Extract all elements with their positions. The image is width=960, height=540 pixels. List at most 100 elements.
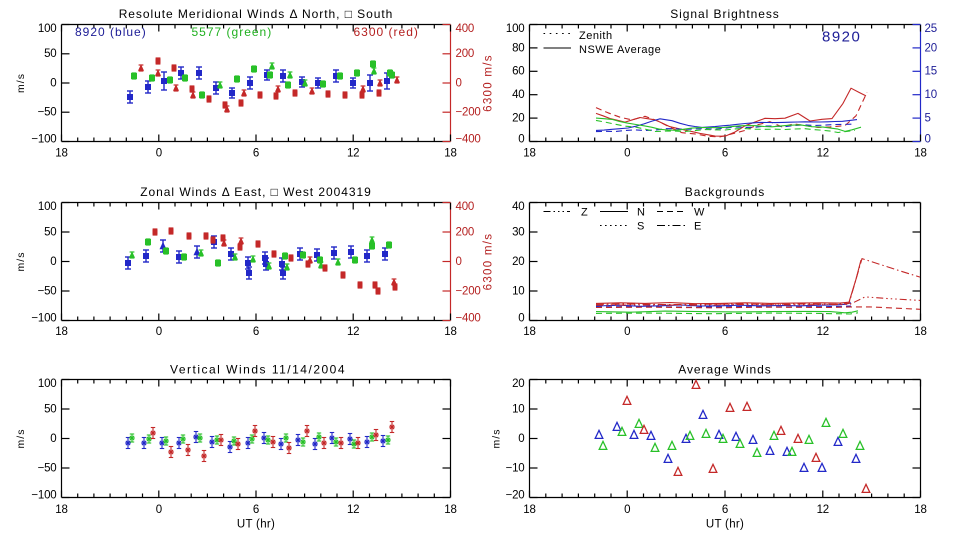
svg-text:6300 m/s: 6300 m/s bbox=[483, 233, 495, 291]
svg-text:80: 80 bbox=[512, 42, 524, 54]
svg-text:0: 0 bbox=[50, 433, 56, 445]
svg-text:8920: 8920 bbox=[822, 29, 861, 46]
svg-text:40: 40 bbox=[512, 89, 524, 101]
svg-text:18: 18 bbox=[444, 326, 456, 338]
svg-text:400: 400 bbox=[456, 201, 475, 213]
svg-text:12: 12 bbox=[347, 148, 359, 160]
svg-text:0: 0 bbox=[518, 134, 524, 146]
svg-text:6300 m/s: 6300 m/s bbox=[483, 54, 495, 112]
svg-text:S: S bbox=[637, 221, 644, 233]
svg-text:5: 5 bbox=[925, 113, 931, 125]
svg-text:6: 6 bbox=[722, 148, 728, 160]
svg-text:10: 10 bbox=[925, 89, 937, 101]
svg-text:0: 0 bbox=[624, 504, 630, 516]
svg-text:12: 12 bbox=[347, 326, 359, 338]
svg-text:Z: Z bbox=[581, 207, 588, 219]
svg-text:0: 0 bbox=[518, 313, 524, 325]
svg-text:200: 200 bbox=[456, 226, 475, 238]
svg-text:100: 100 bbox=[38, 378, 57, 390]
svg-text:20: 20 bbox=[512, 378, 524, 390]
svg-text:18: 18 bbox=[523, 326, 535, 338]
svg-text:18: 18 bbox=[444, 504, 456, 516]
svg-text:40: 40 bbox=[512, 201, 524, 213]
svg-text:N: N bbox=[637, 207, 645, 219]
svg-text:Average Winds: Average Winds bbox=[678, 363, 772, 377]
svg-text:20: 20 bbox=[512, 113, 524, 125]
svg-text:60: 60 bbox=[512, 66, 524, 78]
svg-text:−10: −10 bbox=[506, 462, 525, 474]
svg-text:6: 6 bbox=[253, 148, 259, 160]
svg-text:25: 25 bbox=[925, 23, 937, 35]
svg-text:20: 20 bbox=[512, 256, 524, 268]
svg-text:200: 200 bbox=[456, 48, 475, 60]
svg-text:18: 18 bbox=[444, 148, 456, 160]
svg-text:Resolute Meridional Winds Δ: Resolute Meridional Winds Δ North, □ Sou… bbox=[119, 7, 394, 21]
svg-text:Signal Brightness: Signal Brightness bbox=[670, 7, 780, 21]
svg-text:50: 50 bbox=[44, 403, 56, 415]
svg-text:0: 0 bbox=[50, 77, 56, 89]
svg-text:Backgrounds: Backgrounds bbox=[685, 185, 766, 199]
svg-text:−50: −50 bbox=[38, 462, 57, 474]
svg-text:50: 50 bbox=[44, 226, 56, 238]
svg-text:10: 10 bbox=[512, 285, 524, 297]
svg-text:−100: −100 bbox=[31, 313, 56, 325]
svg-text:Zenith: Zenith bbox=[579, 30, 613, 42]
svg-text:NSWE Average: NSWE Average bbox=[579, 44, 661, 56]
svg-text:−50: −50 bbox=[38, 285, 57, 297]
svg-text:0: 0 bbox=[624, 148, 630, 160]
svg-text:18: 18 bbox=[914, 148, 926, 160]
svg-text:6300 (red): 6300 (red) bbox=[354, 25, 419, 39]
svg-text:15: 15 bbox=[925, 66, 937, 78]
svg-text:−50: −50 bbox=[38, 107, 57, 119]
svg-text:−20: −20 bbox=[506, 490, 525, 502]
svg-text:30: 30 bbox=[512, 226, 524, 238]
svg-text:6: 6 bbox=[722, 326, 728, 338]
svg-text:18: 18 bbox=[55, 504, 67, 516]
svg-text:−200: −200 bbox=[456, 107, 481, 119]
svg-text:6: 6 bbox=[253, 504, 259, 516]
svg-text:10: 10 bbox=[512, 403, 524, 415]
svg-text:m/s: m/s bbox=[491, 429, 503, 449]
svg-text:Zonal Winds Δ East, □ West: Zonal Winds Δ East, □ West 2004319 bbox=[140, 185, 371, 199]
svg-text:−100: −100 bbox=[31, 490, 56, 502]
svg-text:0: 0 bbox=[456, 77, 462, 89]
svg-text:5577 (green): 5577 (green) bbox=[192, 25, 273, 39]
svg-text:m/s: m/s bbox=[15, 73, 27, 93]
svg-text:12: 12 bbox=[347, 504, 359, 516]
svg-text:8920 (blue): 8920 (blue) bbox=[75, 25, 147, 39]
svg-text:W: W bbox=[694, 207, 705, 219]
svg-text:E: E bbox=[694, 221, 701, 233]
svg-text:m/s: m/s bbox=[15, 429, 27, 449]
svg-text:Vertical Winds 11/14/2004: Vertical Winds 11/14/2004 bbox=[170, 363, 346, 377]
svg-text:0: 0 bbox=[925, 134, 931, 146]
svg-text:6: 6 bbox=[722, 504, 728, 516]
svg-text:−100: −100 bbox=[31, 134, 56, 146]
svg-text:18: 18 bbox=[914, 504, 926, 516]
svg-text:0: 0 bbox=[624, 326, 630, 338]
svg-text:−200: −200 bbox=[456, 285, 481, 297]
svg-text:18: 18 bbox=[523, 504, 535, 516]
svg-text:12: 12 bbox=[817, 326, 829, 338]
svg-text:18: 18 bbox=[523, 148, 535, 160]
svg-text:0: 0 bbox=[518, 433, 524, 445]
svg-text:0: 0 bbox=[156, 504, 162, 516]
svg-text:0: 0 bbox=[156, 326, 162, 338]
svg-text:18: 18 bbox=[55, 148, 67, 160]
svg-text:−400: −400 bbox=[456, 134, 481, 146]
svg-text:100: 100 bbox=[506, 23, 525, 35]
svg-text:6: 6 bbox=[253, 326, 259, 338]
svg-text:12: 12 bbox=[817, 504, 829, 516]
svg-text:0: 0 bbox=[456, 256, 462, 268]
svg-text:12: 12 bbox=[817, 148, 829, 160]
svg-text:50: 50 bbox=[44, 48, 56, 60]
svg-text:m/s: m/s bbox=[15, 252, 27, 272]
svg-text:0: 0 bbox=[156, 148, 162, 160]
svg-text:400: 400 bbox=[456, 23, 475, 35]
svg-text:18: 18 bbox=[55, 326, 67, 338]
svg-text:−400: −400 bbox=[456, 313, 481, 325]
svg-text:100: 100 bbox=[38, 201, 57, 213]
svg-text:UT (hr): UT (hr) bbox=[706, 519, 744, 531]
svg-text:100: 100 bbox=[38, 23, 57, 35]
svg-text:18: 18 bbox=[914, 326, 926, 338]
svg-text:20: 20 bbox=[925, 42, 937, 54]
